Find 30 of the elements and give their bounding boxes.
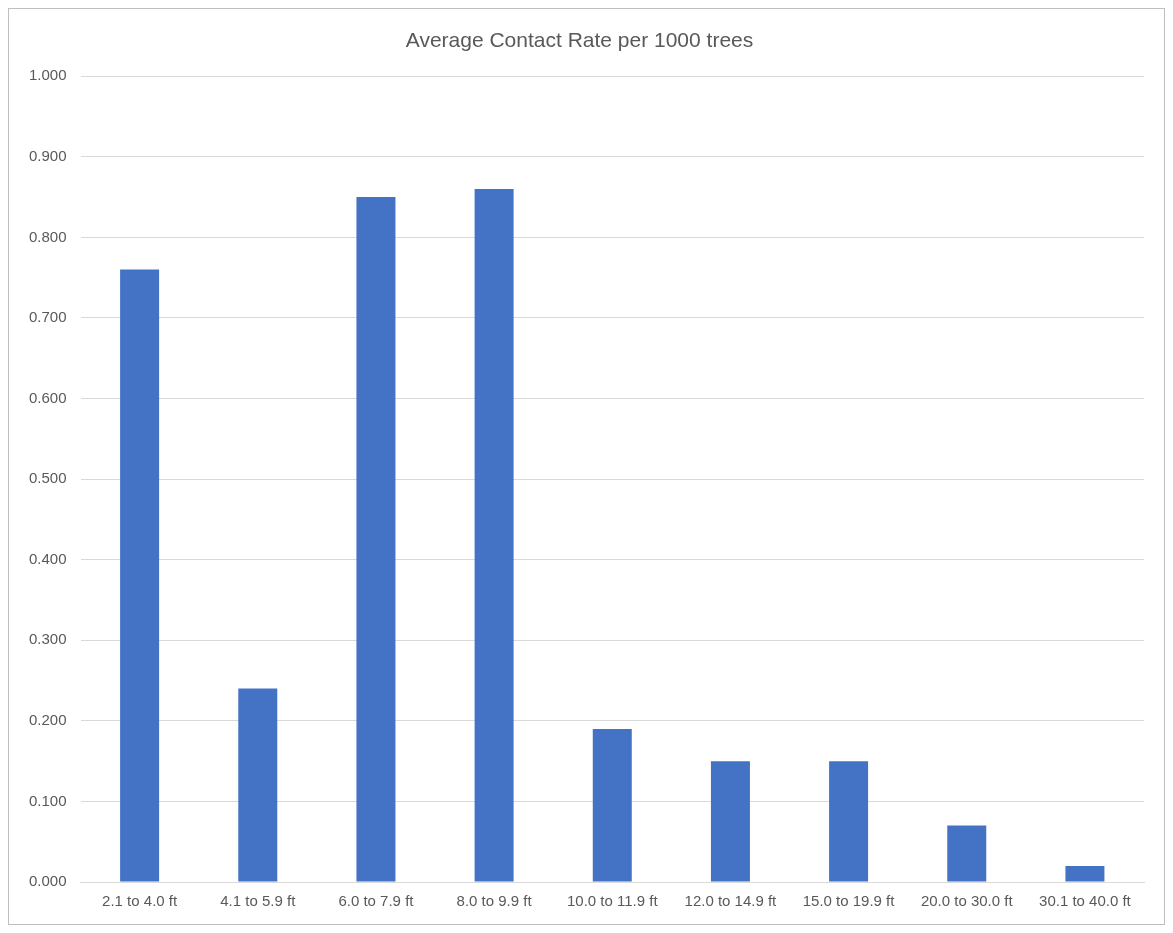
y-tick-label: 0.700 bbox=[28, 308, 67, 326]
x-tick-label: 12.0 to 14.9 ft bbox=[684, 892, 778, 910]
y-tick-label: 0.500 bbox=[28, 469, 67, 487]
bar bbox=[947, 825, 987, 882]
x-tick-label: 15.0 to 19.9 ft bbox=[802, 892, 896, 910]
y-tick-label: 0.600 bbox=[28, 388, 67, 406]
x-tick-label: 20.0 to 30.0 ft bbox=[920, 892, 1014, 910]
bar bbox=[474, 189, 514, 882]
chart-title: Average Contact Rate per 1000 trees bbox=[405, 28, 754, 52]
x-tick-label: 2.1 to 4.0 ft bbox=[102, 892, 178, 910]
bar bbox=[120, 269, 160, 882]
y-tick-label: 0.200 bbox=[28, 710, 67, 728]
bar bbox=[356, 197, 396, 882]
y-tick-label: 1.000 bbox=[28, 66, 67, 84]
x-tick-label: 4.1 to 5.9 ft bbox=[220, 892, 297, 910]
x-tick-label: 6.0 to 7.9 ft bbox=[338, 892, 415, 910]
y-tick-label: 0.300 bbox=[28, 630, 67, 648]
y-tick-label: 0.000 bbox=[28, 872, 67, 890]
x-tick-label: 8.0 to 9.9 ft bbox=[456, 892, 533, 910]
y-tick-label: 0.900 bbox=[28, 146, 67, 164]
x-tick-label: 10.0 to 11.9 ft bbox=[566, 892, 659, 910]
bar bbox=[829, 761, 869, 882]
bar bbox=[710, 761, 750, 882]
bar bbox=[238, 688, 278, 882]
y-tick-label: 0.400 bbox=[28, 549, 67, 567]
x-tick-label: 30.1 to 40.0 ft bbox=[1039, 892, 1132, 910]
bar bbox=[592, 728, 632, 882]
y-tick-label: 0.100 bbox=[28, 791, 67, 809]
y-tick-label: 0.800 bbox=[28, 227, 67, 245]
bar bbox=[1065, 865, 1105, 882]
